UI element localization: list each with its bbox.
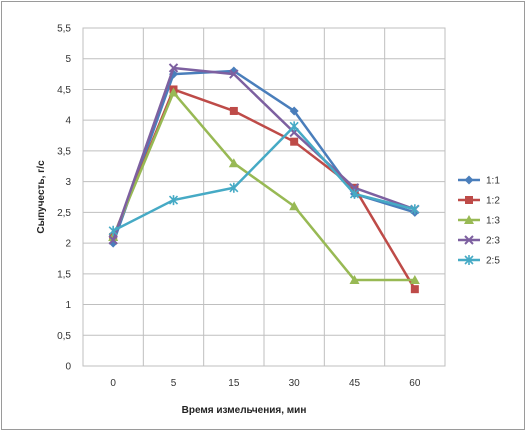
legend-marker-2:5 [464,255,474,265]
y-tick-label: 3 [65,177,71,188]
data-point-2:5 [168,195,179,206]
series-line-2:5 [112,125,416,232]
y-axis-title: Сыпучесть, г/с [36,160,47,234]
legend-label: 2:3 [486,236,500,247]
data-point-1:3 [349,274,360,284]
legend-marker-1:3 [464,215,474,224]
data-point-2:5 [410,204,420,215]
legend-marker-1:2 [465,196,473,204]
y-tick-label: 0,5 [57,331,71,342]
data-point-1:2 [290,137,299,146]
data-point-2:5 [289,121,299,132]
x-tick-label: 45 [349,378,361,389]
x-tick-label: 5 [171,378,177,389]
x-tick-label: 30 [289,378,301,389]
y-tick-label: 2 [65,239,71,250]
data-point-1:2 [229,106,238,115]
data-point-2:3 [108,235,118,245]
data-point-1:2 [410,285,419,294]
legend-label: 1:1 [486,176,500,187]
data-point-2:5 [229,182,239,193]
data-point-1:3 [289,201,300,211]
x-tick-label: 15 [228,378,240,389]
legend-label: 2:5 [486,256,500,267]
series-line-1:3 [112,91,415,282]
data-point-2:3 [229,69,239,79]
y-tick-label: 0 [65,362,71,373]
data-point-2:5 [349,188,360,199]
data-point-2:3 [168,63,179,73]
series-line-2:3 [111,66,416,241]
y-tick-label: 3,5 [57,146,71,157]
y-tick-label: 4,5 [57,85,71,96]
x-tick-label: 60 [409,378,421,389]
data-point-1:1 [289,106,299,116]
legend-label: 1:3 [486,216,500,227]
y-tick-label: 1 [65,300,71,311]
legend-marker-2:3 [464,235,474,245]
x-axis-title: Время измельчения, мин [182,405,307,416]
y-tick-label: 5 [65,54,71,65]
y-tick-label: 2,5 [57,208,71,219]
y-tick-label: 1,5 [57,269,71,280]
data-point-2:5 [108,225,118,236]
x-tick-label: 0 [110,378,116,389]
y-tick-label: 5,5 [57,24,71,35]
data-point-1:3 [168,87,179,97]
legend-label: 1:2 [486,196,500,207]
y-tick-label: 4 [65,116,71,127]
data-point-1:3 [409,274,420,284]
legend-marker-1:1 [464,175,474,185]
data-point-1:3 [228,158,239,168]
